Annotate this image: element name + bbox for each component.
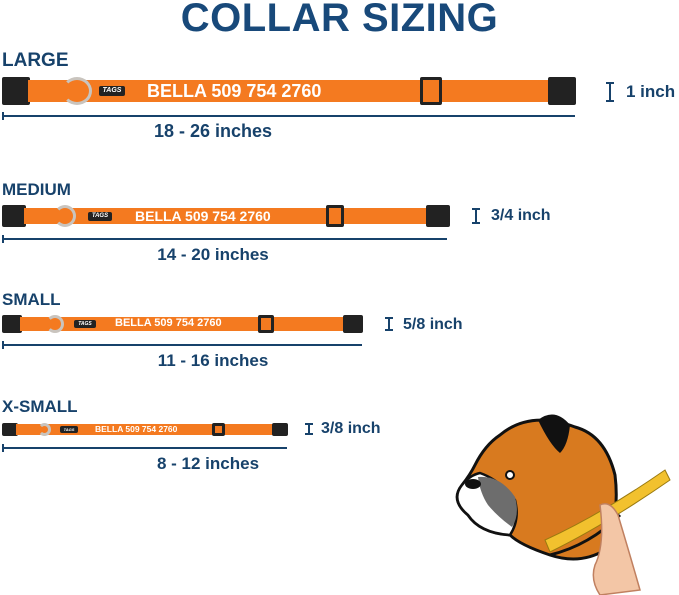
d-ring bbox=[54, 205, 76, 227]
size-label-large: LARGE bbox=[2, 50, 69, 71]
range-small: 11 - 16 inches bbox=[157, 351, 269, 370]
slider-loop bbox=[212, 423, 225, 436]
d-ring bbox=[46, 315, 64, 333]
collar-xsmall: TAGS BELLA 509 754 2760 bbox=[0, 423, 300, 436]
dog-nose bbox=[465, 479, 481, 489]
measure-line-small bbox=[2, 341, 362, 349]
dog-eye bbox=[505, 470, 515, 480]
page-title: COLLAR SIZING bbox=[180, 0, 499, 40]
width-indicator-icon bbox=[606, 82, 614, 102]
measure-line-xsmall bbox=[2, 444, 287, 452]
hand bbox=[592, 503, 641, 595]
width-large: 1 inch bbox=[626, 82, 676, 101]
collar-name-text: BELLA 509 754 2760 bbox=[135, 208, 271, 224]
range-xsmall: 8 - 12 inches bbox=[156, 454, 260, 473]
collar-name-text: BELLA 509 754 2760 bbox=[115, 317, 222, 329]
measure-line-large bbox=[2, 112, 575, 120]
brand-tag: TAGS bbox=[88, 212, 112, 221]
measure-line-medium bbox=[2, 235, 447, 243]
dog-mask bbox=[478, 476, 517, 527]
width-indicator-icon bbox=[305, 423, 313, 435]
buckle-female bbox=[2, 77, 30, 105]
width-indicator-icon bbox=[385, 317, 393, 331]
size-label-small: SMALL bbox=[2, 290, 61, 309]
collar-strap bbox=[16, 424, 276, 435]
collar-name-text: BELLA 509 754 2760 bbox=[95, 424, 178, 434]
buckle-male bbox=[548, 77, 576, 105]
dog-measuring-illustration bbox=[455, 414, 671, 595]
width-small: 5/8 inch bbox=[403, 316, 463, 333]
collar-medium: TAGS BELLA 509 754 2760 bbox=[0, 205, 470, 227]
buckle-female bbox=[2, 315, 22, 333]
dog-ear bbox=[538, 414, 570, 453]
width-xsmall: 3/8 inch bbox=[321, 420, 381, 437]
d-ring bbox=[38, 423, 51, 436]
collar-small: TAGS BELLA 509 754 2760 bbox=[0, 315, 380, 333]
buckle-male bbox=[426, 205, 450, 227]
slider-loop bbox=[258, 315, 274, 333]
buckle-male bbox=[272, 423, 288, 436]
buckle-female bbox=[2, 423, 18, 436]
brand-tag: TAGS bbox=[74, 320, 96, 328]
width-medium: 3/4 inch bbox=[491, 207, 551, 224]
brand-tag: TAGS bbox=[60, 426, 78, 433]
slider-loop bbox=[420, 77, 442, 105]
brand-tag: TAGS bbox=[99, 86, 125, 96]
collar-strap bbox=[24, 208, 434, 224]
buckle-male bbox=[343, 315, 363, 333]
collar-name-text: BELLA 509 754 2760 bbox=[147, 81, 322, 101]
buckle-female bbox=[2, 205, 26, 227]
range-large: 18 - 26 inches bbox=[153, 121, 273, 141]
range-medium: 14 - 20 inches bbox=[157, 245, 269, 264]
collar-large: TAGS BELLA 509 754 2760 bbox=[0, 77, 600, 105]
slider-loop bbox=[326, 205, 344, 227]
d-ring bbox=[62, 77, 92, 105]
size-label-xsmall: X-SMALL bbox=[2, 397, 78, 416]
size-label-medium: MEDIUM bbox=[2, 180, 71, 199]
collar-strap bbox=[20, 317, 350, 331]
width-indicator-icon bbox=[472, 208, 480, 224]
